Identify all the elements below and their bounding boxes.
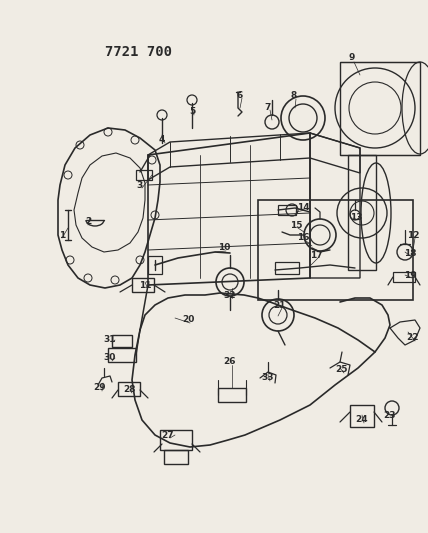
Text: 31: 31: [104, 335, 116, 344]
Text: 15: 15: [290, 221, 302, 230]
Text: 27: 27: [162, 431, 174, 440]
Bar: [258, 200, 413, 300]
Bar: [148, 256, 162, 274]
Bar: [164, 450, 188, 464]
Text: 23: 23: [384, 410, 396, 419]
Text: 2: 2: [85, 217, 91, 227]
Text: 14: 14: [297, 203, 309, 212]
Text: 18: 18: [404, 249, 416, 259]
Bar: [132, 278, 154, 292]
Text: 5: 5: [189, 108, 195, 117]
Text: 10: 10: [218, 244, 230, 253]
Text: 32: 32: [224, 290, 236, 300]
Bar: [136, 170, 152, 180]
Text: 17: 17: [310, 251, 322, 260]
Text: 33: 33: [262, 374, 274, 383]
Bar: [350, 405, 374, 427]
Bar: [160, 430, 192, 450]
Bar: [393, 272, 415, 282]
Text: 25: 25: [336, 366, 348, 375]
Bar: [108, 348, 136, 362]
Text: 8: 8: [291, 92, 297, 101]
Text: 26: 26: [224, 358, 236, 367]
Text: 13: 13: [350, 214, 362, 222]
Text: 1: 1: [59, 230, 65, 239]
Bar: [218, 388, 246, 402]
Text: 3: 3: [137, 181, 143, 190]
Text: 16: 16: [297, 232, 309, 241]
Text: 24: 24: [356, 416, 369, 424]
Text: 19: 19: [404, 271, 416, 279]
Text: 11: 11: [139, 280, 151, 289]
Text: 7721 700: 7721 700: [105, 45, 172, 59]
Text: 30: 30: [104, 353, 116, 362]
Bar: [118, 382, 140, 396]
Text: 29: 29: [94, 384, 106, 392]
Text: 22: 22: [407, 334, 419, 343]
Bar: [348, 155, 376, 270]
Text: 12: 12: [407, 230, 419, 239]
Text: 20: 20: [182, 316, 194, 325]
Bar: [278, 205, 296, 215]
Text: 7: 7: [265, 103, 271, 112]
Text: 21: 21: [274, 301, 286, 310]
Text: 4: 4: [159, 135, 165, 144]
Text: 28: 28: [124, 385, 136, 394]
Text: 6: 6: [237, 91, 243, 100]
Bar: [275, 262, 299, 274]
Text: 9: 9: [349, 53, 355, 62]
Bar: [112, 335, 132, 347]
